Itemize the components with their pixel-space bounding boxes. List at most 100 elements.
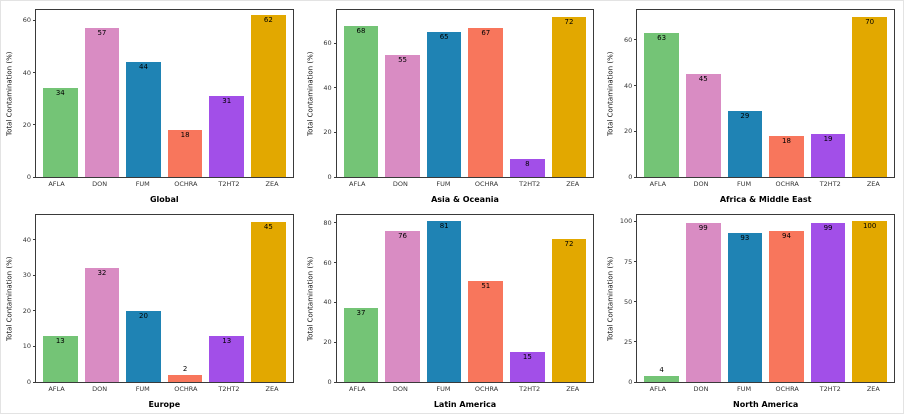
bar-don: 57 — [84, 28, 120, 177]
y-tick-label: 0 — [26, 378, 31, 386]
bars-group: 4 99 93 94 99 100 — [637, 215, 894, 382]
bars-group: 63 45 29 18 19 70 — [637, 10, 894, 177]
y-axis-title: Total Contamination (%) — [306, 256, 315, 341]
y-tick-mark — [634, 85, 638, 86]
y-tick-mark — [634, 261, 638, 263]
y-axis-title: Total Contamination (%) — [606, 256, 615, 341]
y-tick-mark — [333, 42, 337, 44]
bar-afla: 37 — [343, 308, 379, 382]
plot-area: 0 20 40 60 68 55 65 67 8 72 — [323, 9, 595, 181]
bar-don: 55 — [385, 54, 420, 177]
y-axis-title: Total Contamination (%) — [306, 51, 315, 136]
y-tick-mark — [33, 19, 36, 21]
bar-fum: 20 — [126, 310, 161, 382]
y-axis-title: Total Contamination (%) — [5, 51, 14, 136]
x-axis-ticks: AFLA DON FUM OCHRA T2HT2 ZEA — [336, 180, 595, 190]
bar-value-label: 63 — [657, 33, 667, 42]
y-tick-label: 0 — [327, 173, 332, 181]
x-tick-label-zea: ZEA — [566, 180, 580, 188]
bar-ochra: 67 — [468, 27, 504, 177]
y-tick-mark — [333, 222, 337, 224]
bar-value-label: 37 — [356, 309, 366, 318]
bar-zea: 100 — [852, 221, 887, 382]
y-tick-mark — [634, 39, 638, 41]
x-axis-ticks: AFLA DON FUM OCHRA T2HT2 ZEA — [35, 180, 294, 190]
bar-t2ht2: 13 — [209, 335, 245, 382]
bar-value-label: 76 — [398, 231, 408, 240]
bars-group: 68 55 65 67 8 72 — [337, 10, 594, 177]
bar-fum: 81 — [426, 220, 462, 382]
chart-panel-global: Total Contamination (%) 0 20 40 60 34 57 44 18 31… — [4, 4, 299, 205]
x-tick-label-afla: AFLA — [349, 180, 366, 188]
x-tick-label-ochra: OCHRA — [174, 385, 198, 393]
y-tick-label: 60 — [323, 258, 332, 267]
x-tick-label-fum: FUM — [135, 385, 150, 393]
x-tick-label-zea: ZEA — [265, 385, 279, 393]
bar-value-label: 18 — [781, 136, 791, 145]
bar-afla: 13 — [42, 335, 78, 382]
x-tick-label-don: DON — [693, 180, 709, 188]
charts-grid: Total Contamination (%) 0 20 40 60 34 57 44 18 31… — [4, 4, 900, 410]
y-tick-mark — [333, 131, 337, 133]
bar-value-label: 44 — [139, 63, 148, 72]
bar-value-label: 72 — [564, 17, 574, 26]
bar-value-label: 15 — [522, 353, 532, 362]
y-tick-label: 10 — [22, 342, 31, 351]
bar-value-label: 20 — [139, 311, 148, 320]
y-tick-mark — [33, 239, 36, 241]
x-tick-label-t2ht2: T2HT2 — [519, 180, 541, 188]
bar-value-label: 65 — [439, 33, 449, 42]
x-tick-label-fum: FUM — [135, 180, 150, 188]
x-tick-label-afla: AFLA — [649, 385, 667, 393]
y-tick-mark — [333, 381, 337, 383]
bar-don: 32 — [84, 268, 120, 382]
y-tick-mark — [333, 341, 337, 343]
bar-value-label: 2 — [182, 364, 188, 373]
bar-value-label: 31 — [222, 97, 232, 106]
bar-value-label: 8 — [525, 160, 530, 169]
y-tick-mark — [634, 220, 638, 222]
bar-value-label: 70 — [865, 17, 875, 26]
y-tick-mark — [33, 381, 36, 383]
y-tick-label: 60 — [323, 39, 332, 48]
y-tick-mark — [33, 124, 36, 126]
x-tick-label-t2ht2: T2HT2 — [218, 180, 240, 188]
bar-don: 45 — [685, 74, 721, 177]
bar-value-label: 62 — [263, 16, 273, 25]
plot-area: 0 20 40 60 34 57 44 18 31 62 — [23, 9, 294, 181]
y-tick-mark — [634, 130, 638, 132]
bar-zea: 72 — [551, 16, 587, 177]
x-tick-label-afla: AFLA — [48, 180, 65, 188]
x-tick-label-ochra: OCHRA — [775, 385, 799, 393]
panel-title: Europe — [148, 400, 181, 409]
x-axis-ticks: AFLA DON FUM OCHRA T2HT2 ZEA — [336, 385, 595, 395]
x-tick-label-zea: ZEA — [866, 385, 880, 393]
bar-value-label: 81 — [439, 221, 449, 230]
y-tick-label: 20 — [323, 128, 332, 137]
bar-ochra: 18 — [167, 130, 203, 177]
y-tick-mark — [33, 72, 36, 74]
bar-value-label: 100 — [862, 222, 877, 231]
x-tick-label-fum: FUM — [436, 385, 451, 393]
y-tick-label: 0 — [327, 378, 332, 386]
plot-area: 0 20 40 60 80 37 76 81 51 15 72 — [323, 214, 595, 386]
bar-don: 99 — [685, 223, 721, 382]
y-tick-label: 20 — [624, 127, 633, 136]
y-tick-mark — [333, 176, 337, 178]
bar-value-label: 29 — [740, 111, 750, 120]
panel-title: Asia & Oceania — [431, 195, 499, 204]
x-tick-label-don: DON — [92, 180, 108, 188]
y-tick-label: 40 — [323, 298, 332, 307]
bar-fum: 44 — [126, 62, 161, 177]
bar-value-label: 32 — [97, 269, 107, 278]
y-tick-label: 20 — [323, 338, 332, 347]
y-tick-label: 0 — [628, 173, 633, 181]
y-tick-mark — [634, 341, 638, 343]
bar-ochra: 94 — [769, 231, 804, 382]
x-tick-label-t2ht2: T2HT2 — [218, 385, 240, 393]
x-axis-ticks: AFLA DON FUM OCHRA T2HT2 ZEA — [636, 180, 895, 190]
y-tick-label: 40 — [624, 81, 633, 90]
x-tick-label-t2ht2: T2HT2 — [819, 385, 841, 393]
bars-group: 34 57 44 18 31 62 — [36, 10, 293, 177]
x-tick-label-ochra: OCHRA — [474, 385, 499, 393]
